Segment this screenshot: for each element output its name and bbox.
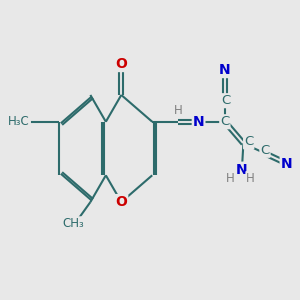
Text: C: C	[221, 94, 230, 107]
Text: H₃C: H₃C	[8, 115, 30, 128]
Text: CH₃: CH₃	[63, 217, 84, 230]
Text: C: C	[244, 135, 253, 148]
Text: N: N	[193, 115, 204, 129]
Text: N: N	[236, 163, 248, 177]
Text: O: O	[116, 195, 127, 209]
Text: C: C	[220, 115, 230, 128]
Text: N: N	[281, 157, 292, 171]
Text: N: N	[219, 63, 231, 77]
Text: H: H	[226, 172, 235, 185]
Text: O: O	[116, 57, 127, 71]
Text: H: H	[246, 172, 255, 185]
Text: C: C	[260, 144, 270, 157]
Text: H: H	[174, 104, 183, 117]
